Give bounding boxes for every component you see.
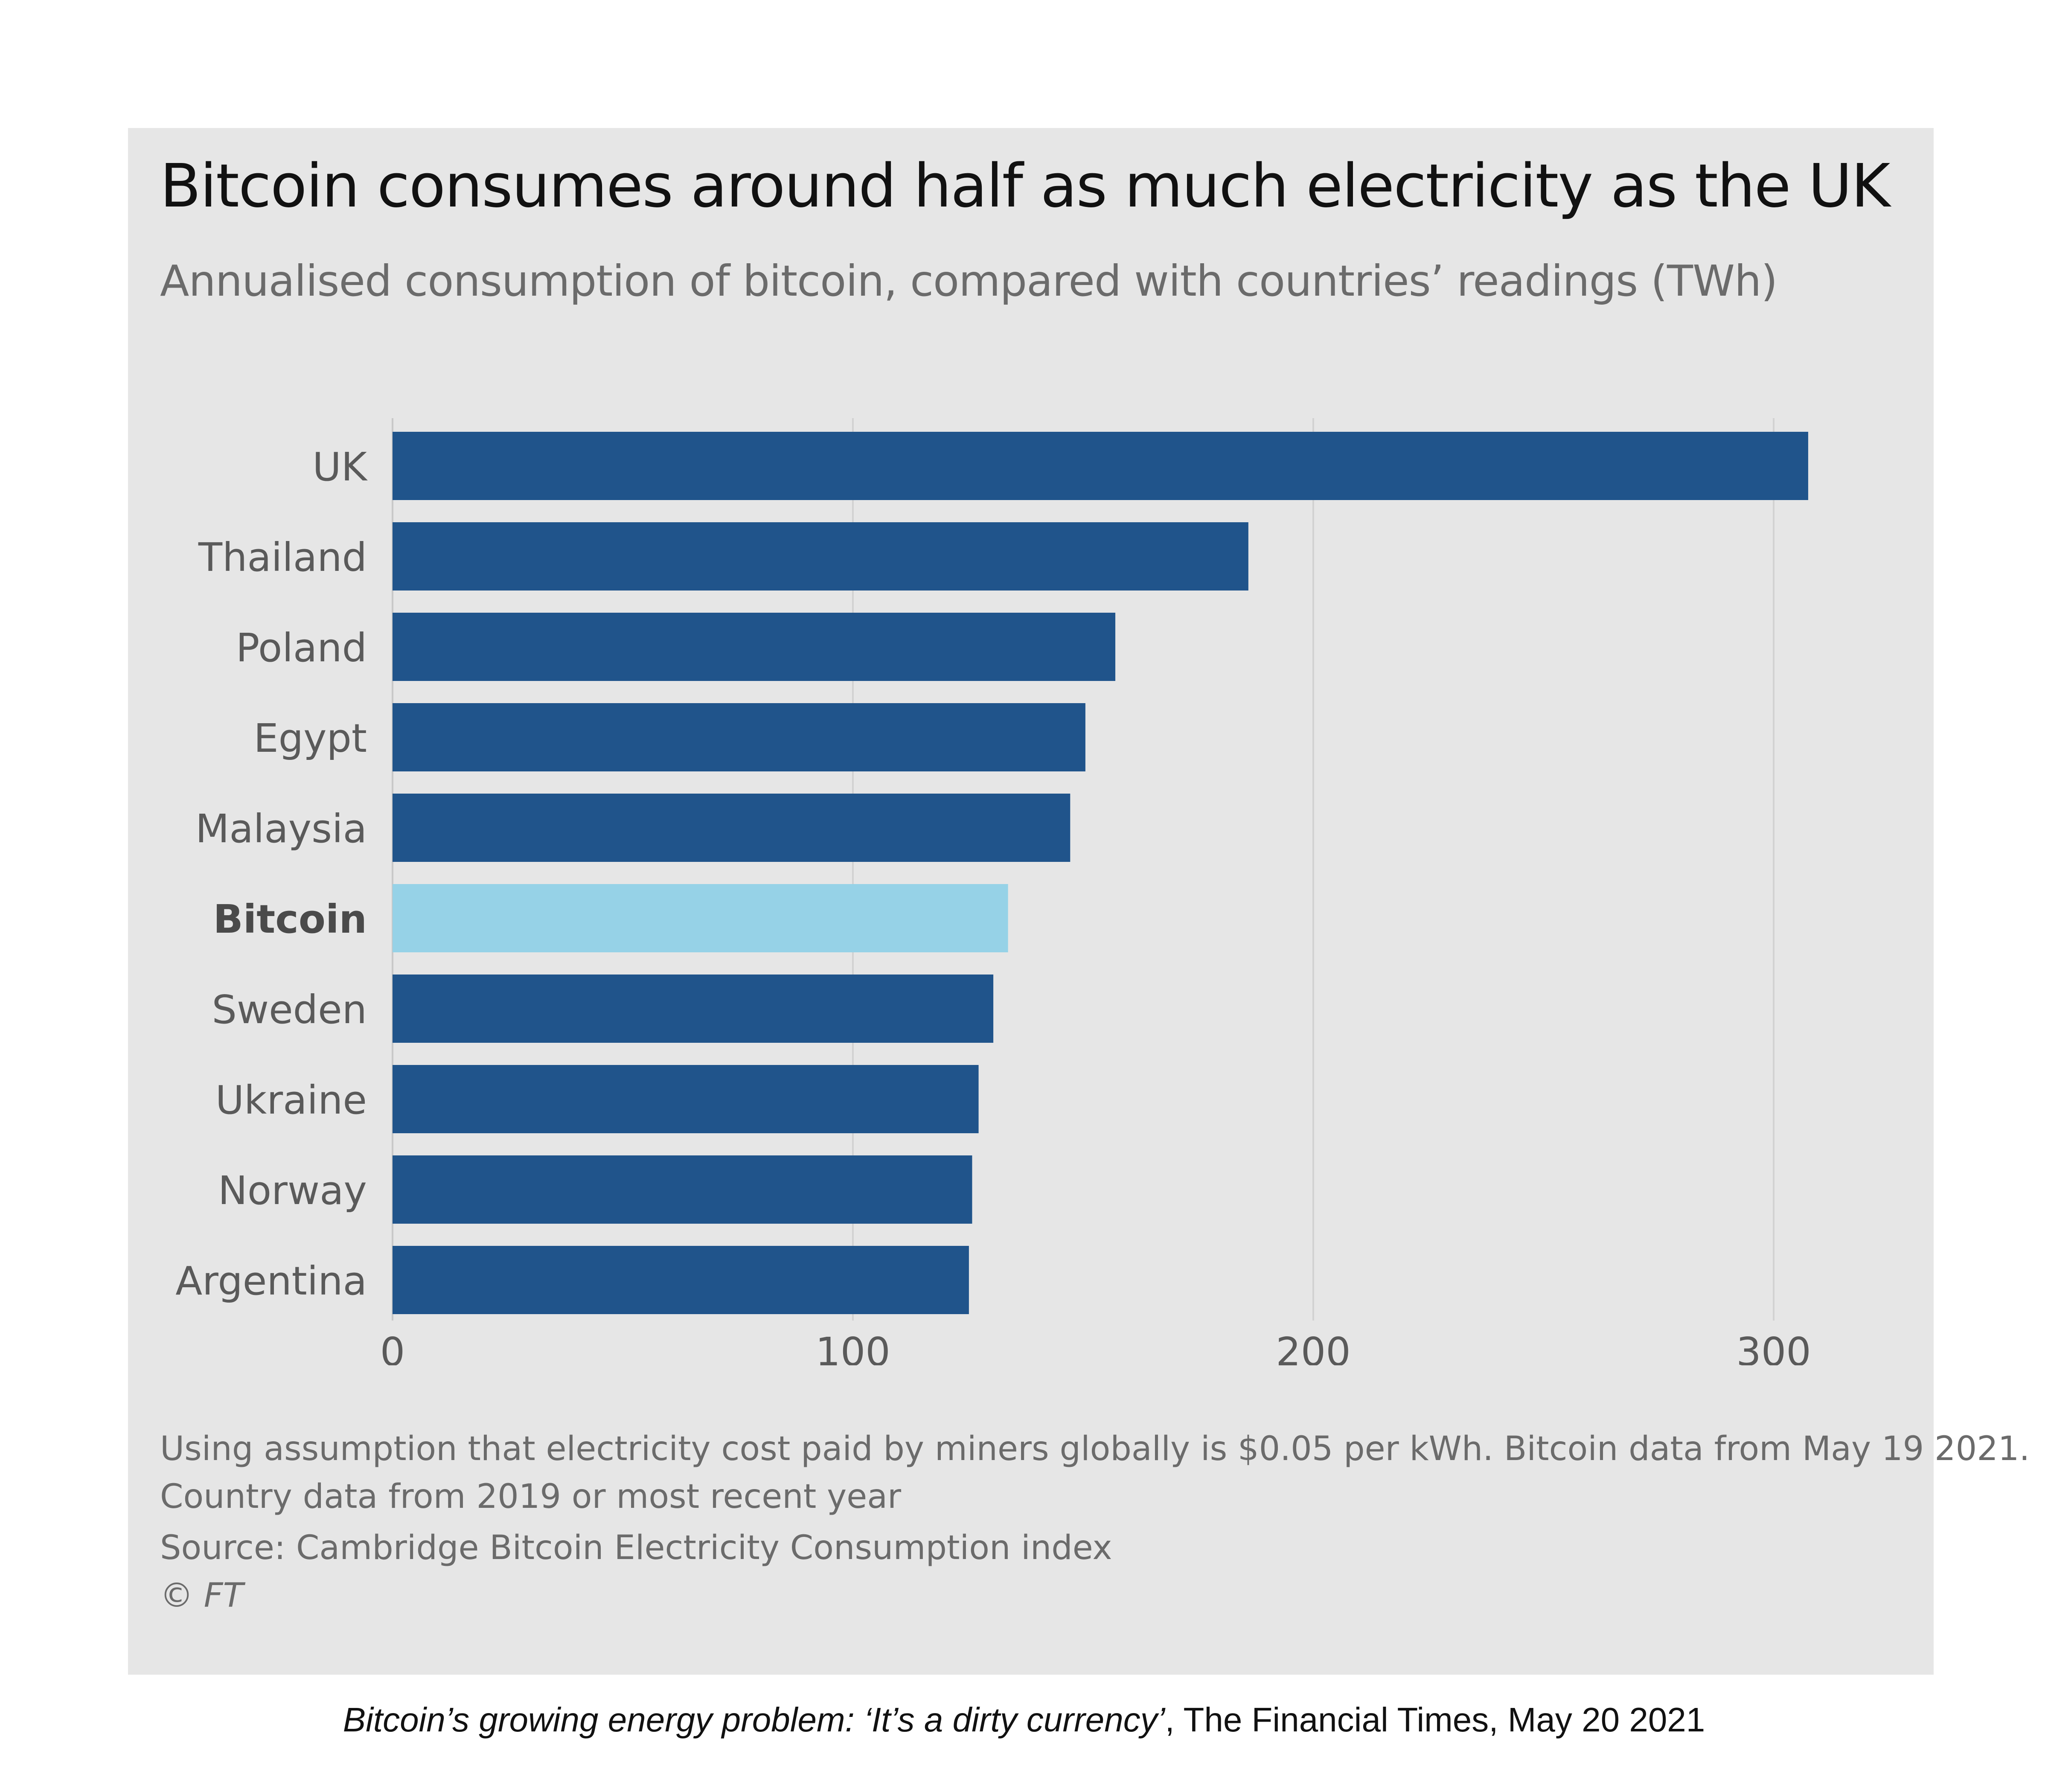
category-label-thailand: Thailand [198, 535, 367, 580]
caption-publication: , The Financial Times, May 20 2021 [1165, 1701, 1705, 1739]
note-line-1: Using assumption that electricity cost p… [160, 1430, 2030, 1468]
category-label-egypt: Egypt [254, 716, 367, 761]
bar-sweden [393, 975, 994, 1043]
category-label-malaysia: Malaysia [195, 806, 367, 852]
category-label-argentina: Argentina [175, 1258, 367, 1304]
chart-notes: Using assumption that electricity cost p… [160, 1425, 2030, 1620]
bar-poland [393, 613, 1116, 681]
x-tick-label-0: 0 [380, 1329, 405, 1365]
bar-chart: UK Thailand Poland Egypt Malaysia Bitcoin Swed… [175, 418, 1811, 1365]
chart-panel: Bitcoin consumes around half as much ele… [128, 128, 2030, 1675]
bar-ukraine [393, 1065, 979, 1133]
x-tick-label-300: 300 [1736, 1329, 1811, 1365]
category-label-poland: Poland [236, 625, 367, 671]
bar-egypt [393, 703, 1085, 771]
bar-uk [393, 432, 1808, 500]
category-labels: UK Thailand Poland Egypt Malaysia Bitcoin Swed… [175, 444, 368, 1304]
x-tick-label-100: 100 [815, 1329, 890, 1365]
copyright-note: © FT [160, 1577, 244, 1615]
bar-thailand [393, 522, 1248, 591]
category-label-norway: Norway [218, 1168, 367, 1213]
chart-subtitle: Annualised consumption of bitcoin, compa… [160, 256, 1777, 306]
x-axis-ticks: 0 100 200 300 [380, 1329, 1811, 1365]
caption-article-title: Bitcoin’s growing energy problem: ‘It’s … [343, 1701, 1165, 1739]
bar-norway [393, 1155, 972, 1224]
category-label-sweden: Sweden [212, 987, 367, 1033]
bar-malaysia [393, 794, 1071, 862]
category-label-ukraine: Ukraine [215, 1077, 367, 1123]
chart-title: Bitcoin consumes around half as much ele… [160, 151, 1890, 221]
category-label-uk: UK [312, 444, 368, 490]
bars [393, 432, 1808, 1314]
bar-argentina [393, 1246, 969, 1314]
bar-bitcoin [393, 884, 1008, 952]
x-tick-label-200: 200 [1276, 1329, 1351, 1365]
category-label-bitcoin: Bitcoin [213, 896, 367, 942]
source-note: Source: Cambridge Bitcoin Electricity Co… [160, 1529, 1112, 1567]
note-line-2: Country data from 2019 or most recent ye… [160, 1478, 902, 1516]
figure-caption: Bitcoin’s growing energy problem: ‘It’s … [0, 1700, 2048, 1740]
